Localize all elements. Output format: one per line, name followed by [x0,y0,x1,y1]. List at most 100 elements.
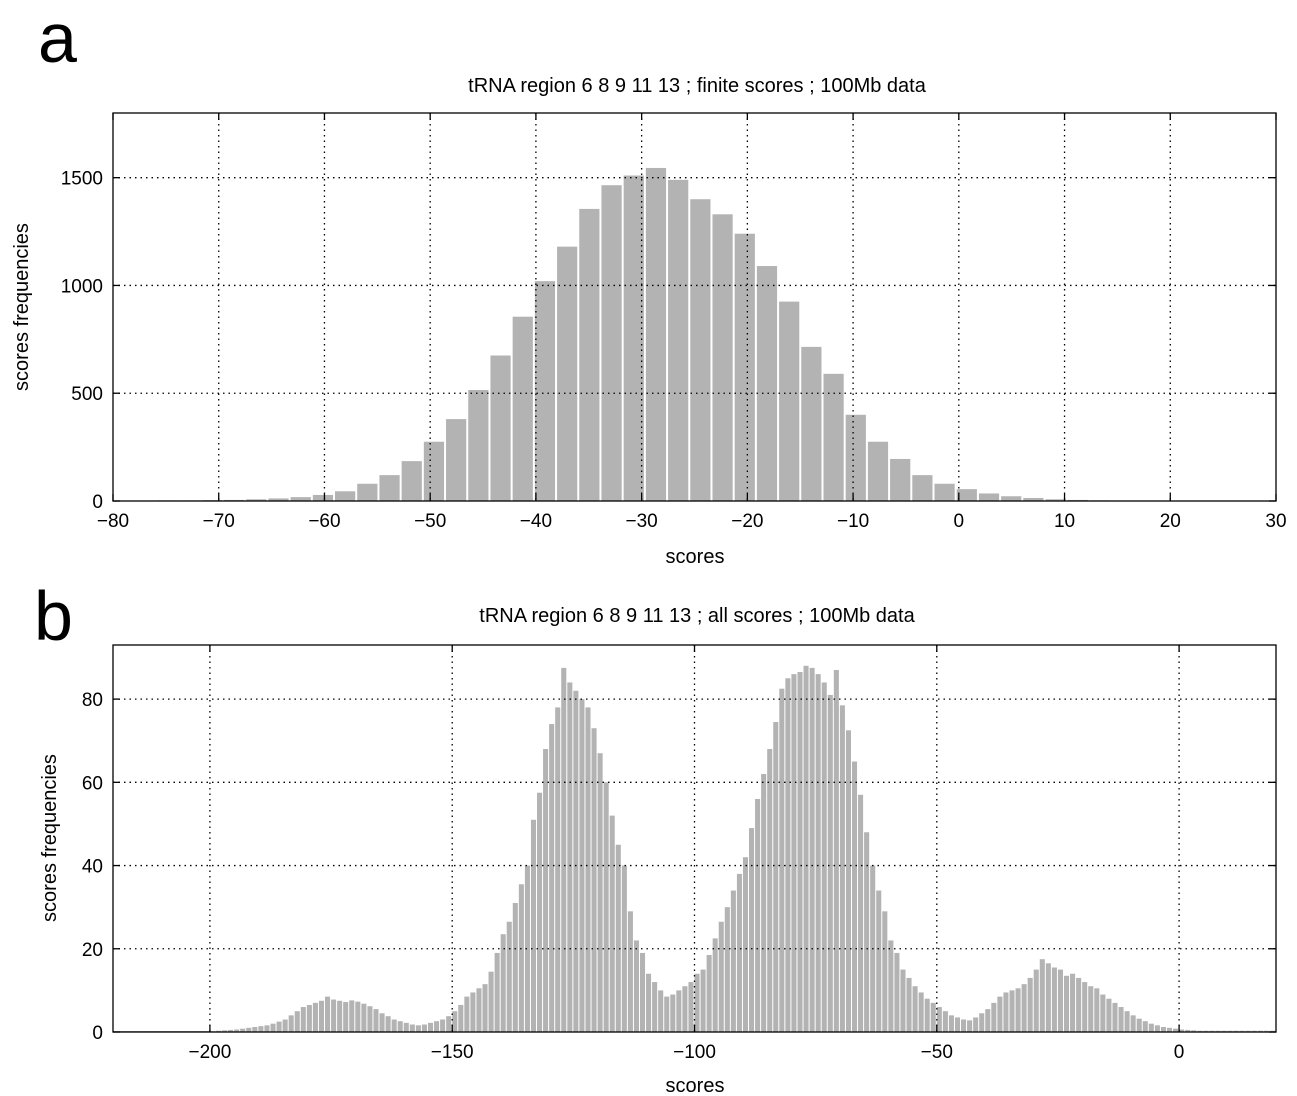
chart-b-bar [1027,977,1033,1032]
chart-b-bar [1021,984,1027,1032]
chart-b-bar [694,973,700,1032]
chart-b-bar [761,774,767,1032]
chart-b-bar [961,1019,967,1032]
chart-b-bar [385,1016,391,1032]
chart-a-grid [113,113,1276,501]
chart-a-bar [978,493,1000,501]
chart-b-bar [1142,1021,1148,1032]
chart-b-bar [1154,1025,1160,1032]
chart-b-bar [851,761,858,1032]
chart-b-bar [1051,967,1057,1032]
chart-a-xtick-label: −30 [626,511,658,532]
chart-b-bar [294,1011,300,1032]
chart-b-bar [415,1025,421,1032]
chart-a-bar [512,316,533,501]
chart-b-bar [967,1020,973,1032]
chart-b-bar [555,707,561,1032]
chart-b-bar [1045,963,1051,1032]
chart-b-bar [997,996,1003,1032]
chart-a-ytick-label: 1500 [61,169,103,190]
chart-b-bar [985,1009,991,1032]
chart-a-bar [379,475,400,501]
panel-letter-a: a [38,0,77,77]
chart-b-bar [288,1015,294,1032]
chart-b-bar [712,938,718,1032]
chart-b-bar [343,1002,349,1032]
chart-b-bar [452,1011,458,1032]
chart-b-bar [306,1004,312,1032]
chart-b-bar [506,921,512,1032]
chart-b-bar [773,721,779,1032]
chart-b-bar [906,977,912,1032]
chart-b-bar [633,940,639,1032]
chart-b-bar [318,1000,325,1032]
chart-a-bar [1001,496,1022,501]
chart-b-bar [464,996,470,1032]
chart-a-bar [845,414,866,501]
chart-b-bar [918,992,924,1032]
chart-b-bar [1179,1029,1185,1032]
chart-b-bar [1033,969,1039,1032]
chart-b-bar [325,996,331,1032]
chart-b-bar [912,986,918,1032]
chart-b-bar [1136,1018,1142,1032]
chart-b-bar [845,730,851,1032]
chart-b-tick-labels: −200 −150 −100 −50 0 0 20 40 60 80 [82,645,1276,1063]
chart-b-bar [858,794,864,1032]
chart-b-bar [240,1028,246,1032]
chart-b-bar [797,672,803,1032]
chart-b-bar [258,1026,264,1032]
chart-b-bar [809,667,815,1032]
chart-b-bar [482,984,488,1032]
chart-b-ytick-label: 20 [82,940,103,961]
chart-b-bar [1173,1028,1179,1032]
chart-b-bar [936,1007,942,1032]
chart-b-bar [397,1021,403,1032]
chart-a-ytick-label: 0 [92,492,103,513]
chart-b-bar [815,674,821,1032]
chart-a-bar [446,419,467,501]
chart-b-bar [549,724,555,1032]
chart-b-bar [440,1019,446,1032]
chart-b-bar [700,969,706,1032]
chart-b-bar [779,688,785,1032]
chart-b-bar [561,667,567,1032]
chart-a-bar [934,483,955,501]
chart-b-ytick-label: 60 [82,773,103,794]
chart-b-bar [979,1013,985,1032]
chart-b-bar [458,1004,464,1032]
chart-a-xtick-label: 20 [1160,511,1181,532]
chart-a-plot-frame [112,112,1277,502]
chart-b-bar [1015,988,1021,1032]
chart-b-bar [688,982,694,1032]
chart-b-bar [730,890,736,1032]
chart-b-bar [924,998,930,1032]
chart-b-bar [488,971,494,1032]
chart-b-bar [1057,969,1063,1032]
chart-b-bar [803,665,809,1032]
chart-a-title: tRNA region 6 8 9 11 13 ; finite scores … [468,75,927,97]
chart-a-bars [113,167,1266,502]
chart-a-bar [557,246,578,501]
chart-b-bar [379,1013,385,1032]
chart-b-bar [791,674,797,1032]
chart-b-bar [609,815,615,1032]
chart-a-ytick-label: 500 [71,384,103,405]
chart-b-bar [427,1022,434,1032]
chart-b-bar [930,1002,936,1032]
chart-a-bar [312,494,334,501]
chart-b-ylabel: scores frequencies [39,754,61,922]
chart-b-bar [954,1017,961,1032]
chart-a-xtick-label: −40 [520,511,552,532]
chart-a-bar [468,389,489,501]
chart-b-xtick-label: −100 [673,1042,716,1063]
chart-b-bar [670,994,676,1032]
chart-b-bar [652,982,658,1032]
chart-b-grid [113,645,1276,1032]
chart-a-bar [779,301,800,501]
chart-b-bar [337,1000,343,1032]
chart-b-bar [882,911,888,1032]
chart-a-xtick-label: 30 [1265,511,1286,532]
chart-b-bar [1166,1027,1173,1032]
